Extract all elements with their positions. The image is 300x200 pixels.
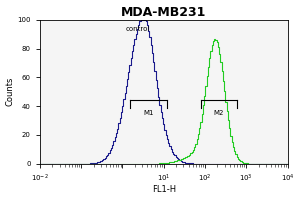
- Text: M2: M2: [214, 110, 224, 116]
- X-axis label: FL1-H: FL1-H: [152, 185, 176, 194]
- Text: M1: M1: [143, 110, 154, 116]
- Title: MDA-MB231: MDA-MB231: [121, 6, 206, 19]
- Text: control: control: [126, 26, 150, 32]
- Y-axis label: Counts: Counts: [6, 77, 15, 106]
